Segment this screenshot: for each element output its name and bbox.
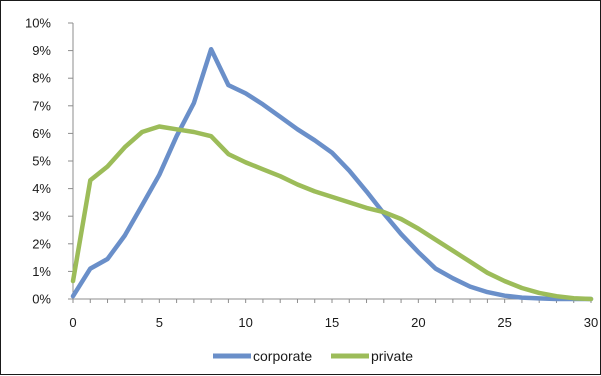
x-tick-label: 15: [325, 315, 339, 330]
y-tick-label: 2%: [32, 236, 51, 251]
y-tick-label: 8%: [32, 71, 51, 86]
series-line-corporate: [70, 46, 594, 302]
y-tick-label: 0%: [32, 292, 51, 307]
x-tick-label: 25: [497, 315, 511, 330]
y-tick-label: 10%: [25, 16, 51, 31]
series-group: [70, 46, 594, 302]
x-tick-label: 5: [156, 315, 163, 330]
x-tick-label: 20: [411, 315, 425, 330]
legend-label-corporate: corporate: [253, 348, 312, 364]
x-tick-label: 10: [238, 315, 252, 330]
y-tick-label: 3%: [32, 209, 51, 224]
y-tick-label: 6%: [32, 126, 51, 141]
y-axis: 0% 1% 2% 3% 4% 5% 6% 7% 8% 9% 10%: [25, 16, 74, 307]
legend: corporate private: [213, 348, 413, 364]
y-tick-label: 4%: [32, 181, 51, 196]
y-tick-label: 1%: [32, 264, 51, 279]
series-line-private: [70, 124, 594, 302]
y-tick-label: 9%: [32, 43, 51, 58]
x-tick-label: 0: [69, 315, 76, 330]
x-tick-label: 30: [584, 315, 598, 330]
y-tick-label: 5%: [32, 154, 51, 169]
x-axis: 0 5 10 15 20 25 30: [69, 298, 598, 330]
legend-label-private: private: [371, 348, 413, 364]
y-tick-label: 7%: [32, 98, 51, 113]
